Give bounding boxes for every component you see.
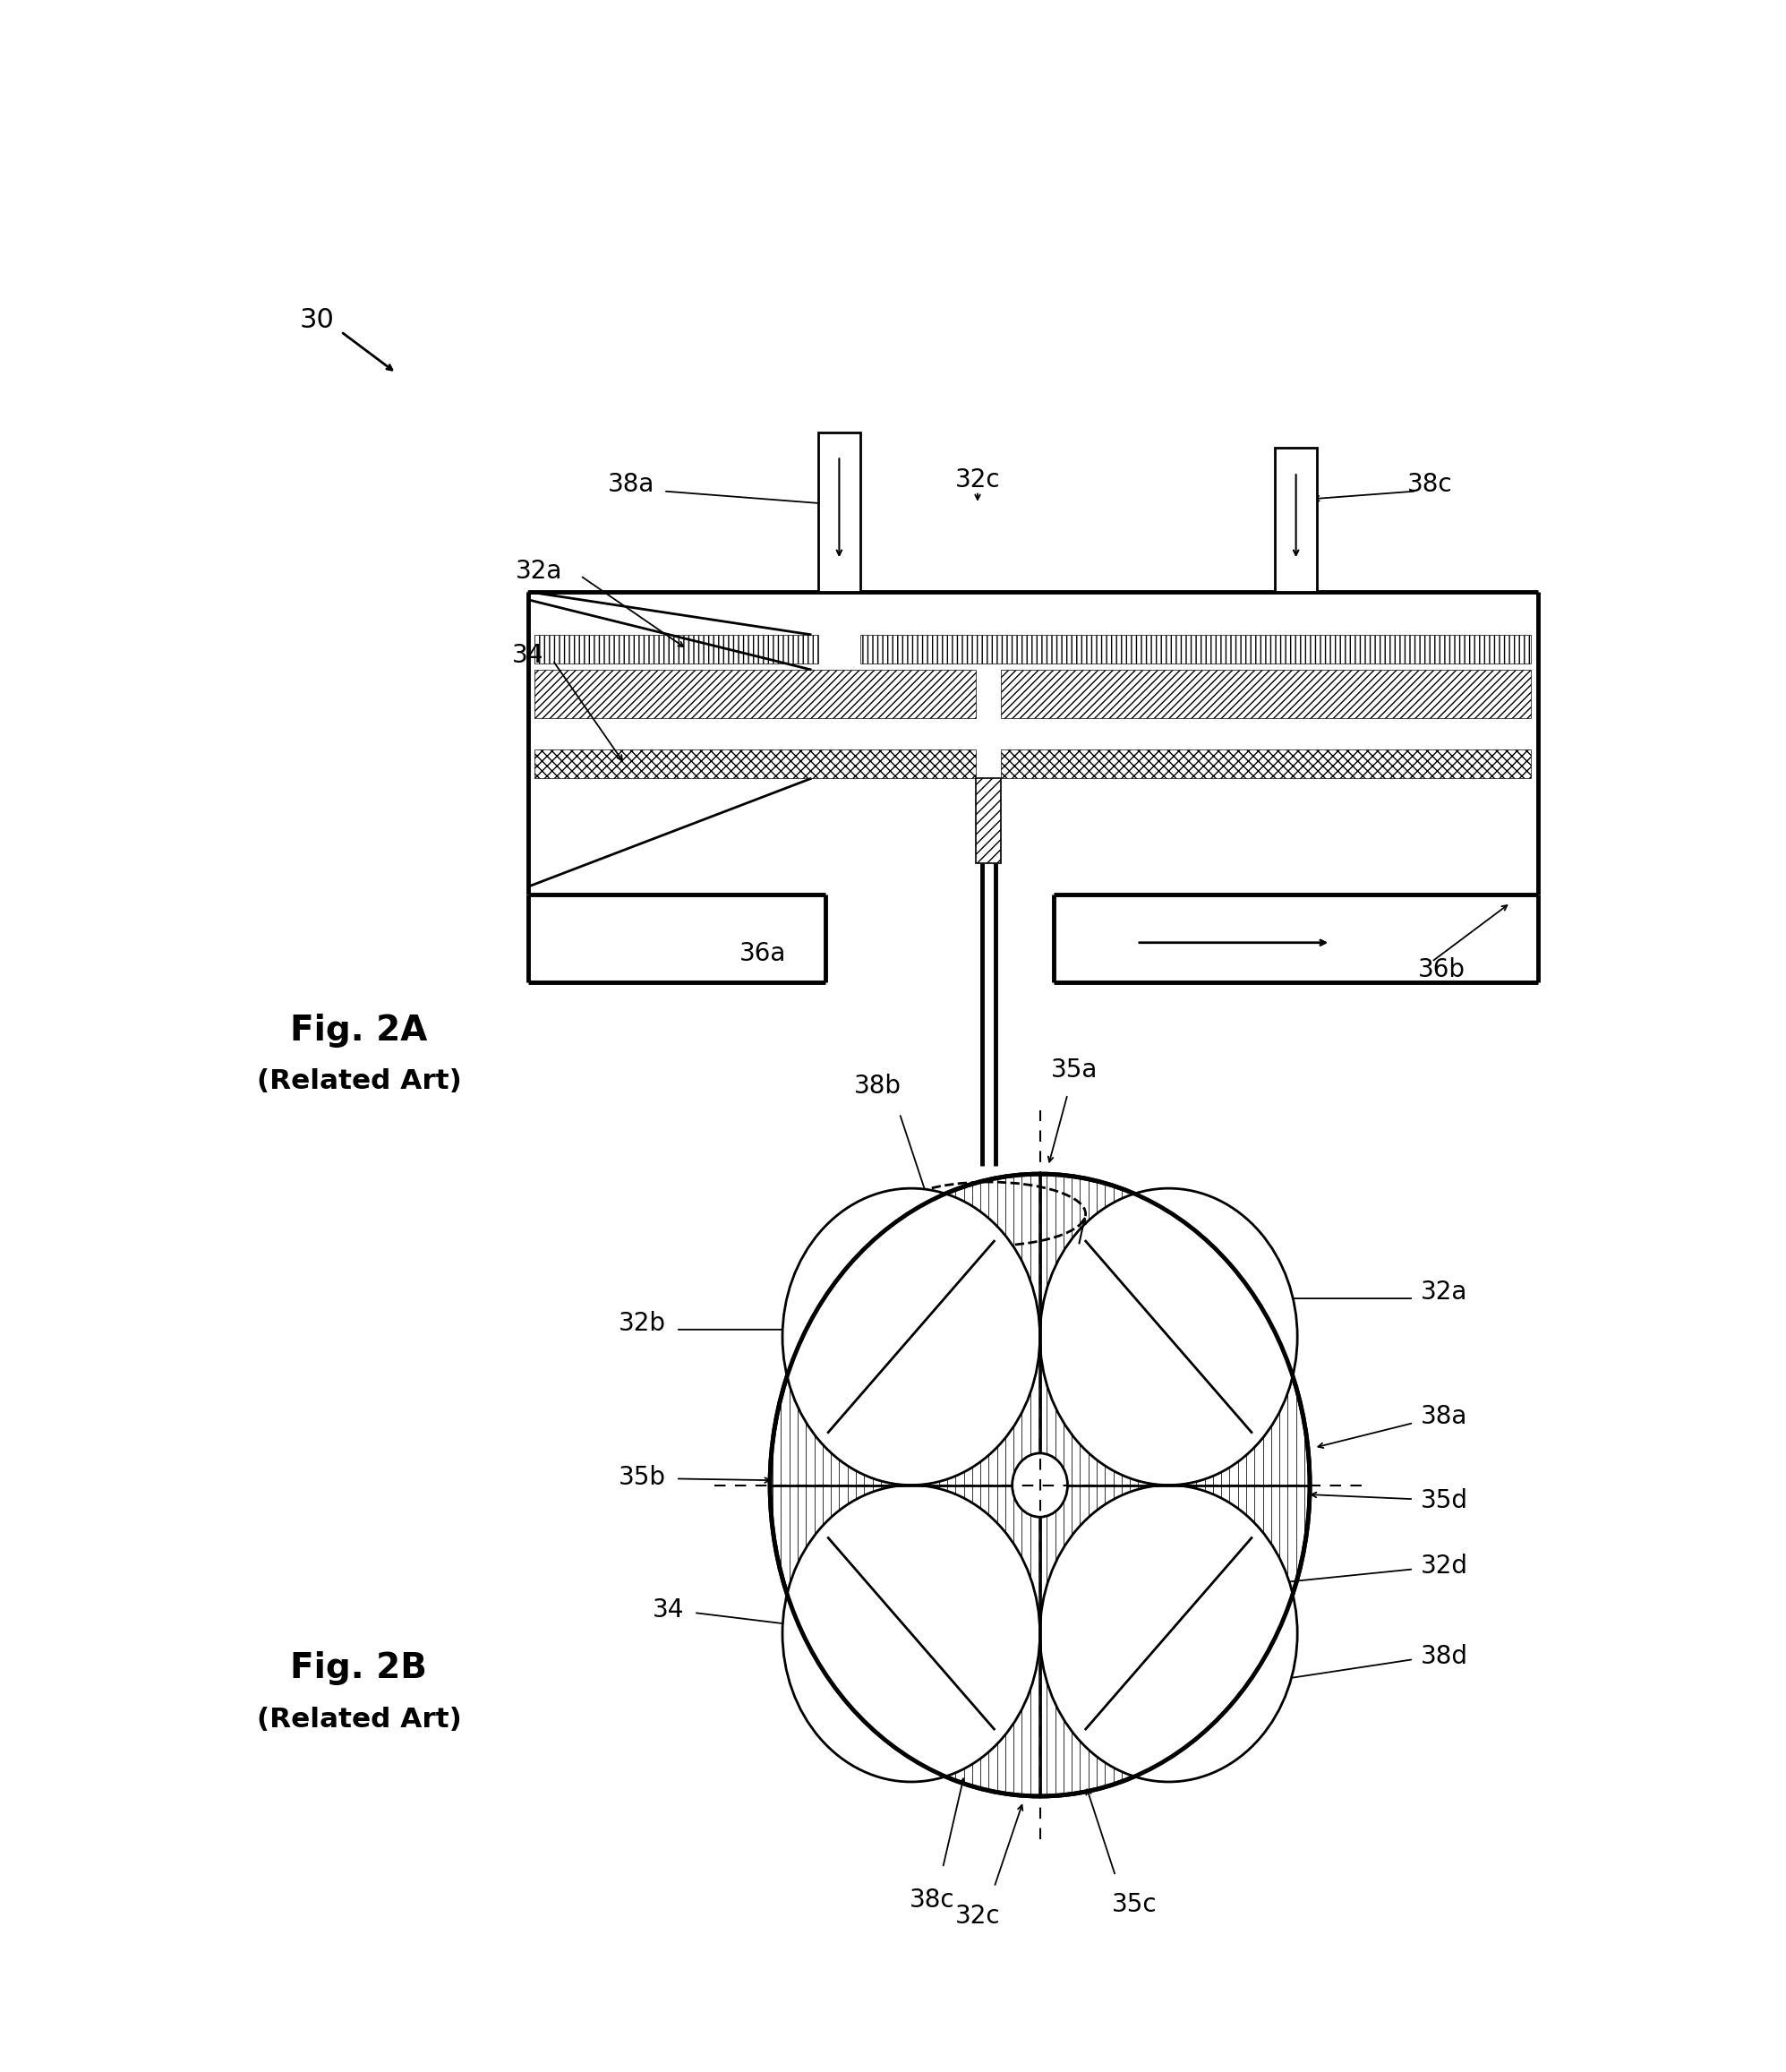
Text: 32a: 32a [516,557,563,584]
Circle shape [1013,1452,1068,1517]
Text: 32d: 32d [1420,1554,1468,1579]
Text: 32b: 32b [618,1312,666,1336]
Text: 38d: 38d [1420,1643,1468,1668]
Text: 35a: 35a [1050,1057,1098,1084]
Bar [1002,669,1531,717]
Text: 38c: 38c [1407,472,1452,497]
Text: 32a: 32a [1420,1280,1468,1305]
Circle shape [1039,1486,1297,1782]
Text: 36a: 36a [739,941,786,966]
Circle shape [1039,1189,1297,1486]
Text: Fig. 2A: Fig. 2A [291,1013,427,1048]
Text: 36b: 36b [1418,957,1465,982]
Text: 32c: 32c [956,468,1000,493]
Text: 38b: 38b [854,1073,902,1098]
Bar [1002,750,1531,779]
Text: 38a: 38a [1420,1405,1468,1430]
Bar [818,433,861,593]
Text: Fig. 2B: Fig. 2B [291,1651,427,1687]
Text: 34: 34 [513,642,543,667]
Bar [861,634,1531,663]
Bar [977,779,1002,862]
Text: (Related Art): (Related Art) [257,1707,461,1732]
Bar [1275,448,1316,593]
Bar [534,634,818,663]
Circle shape [782,1189,1039,1486]
Circle shape [782,1486,1039,1782]
Circle shape [770,1175,1309,1796]
Text: 38c: 38c [909,1888,954,1912]
Text: 30: 30 [300,307,334,334]
Text: 35b: 35b [618,1465,666,1490]
Bar [534,669,977,717]
Bar [534,750,977,779]
Text: 34: 34 [652,1598,684,1622]
Text: 35d: 35d [1420,1488,1468,1513]
Text: (Related Art): (Related Art) [257,1069,461,1094]
Text: 32c: 32c [956,1904,1000,1929]
Text: 38a: 38a [607,472,655,497]
Text: 35c: 35c [1111,1892,1157,1917]
